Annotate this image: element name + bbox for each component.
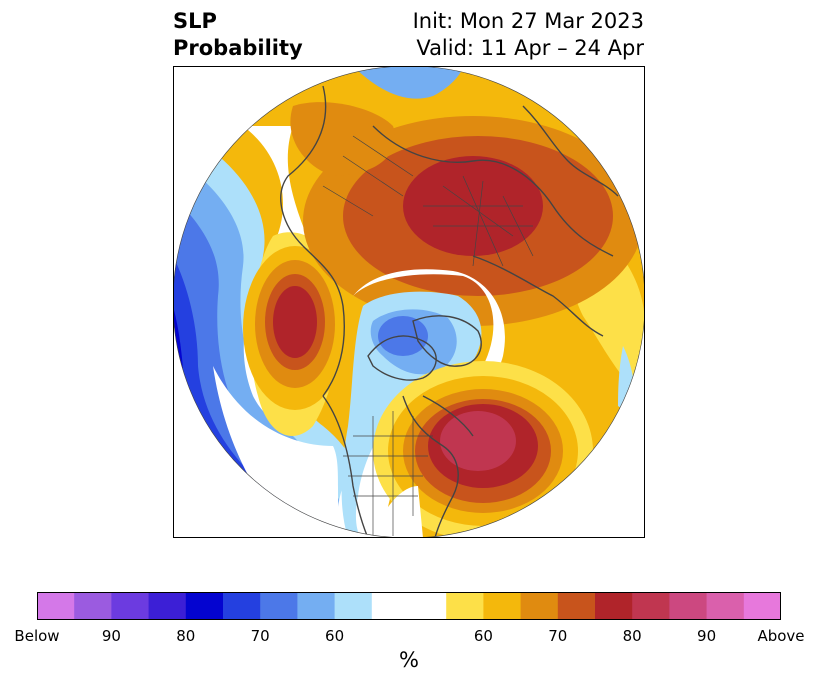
colorbar	[37, 592, 781, 620]
probability-map	[173, 66, 645, 538]
colorbar-swatch	[409, 592, 447, 620]
colorbar-swatch	[37, 592, 75, 620]
colorbar-swatch	[371, 592, 410, 620]
colorbar-swatch	[260, 592, 298, 620]
colorbar-swatch	[669, 592, 708, 620]
colorbar-tick-label: 60	[473, 627, 493, 645]
colorbar-tick-label: 80	[622, 627, 642, 645]
title-block: SLP Probability	[173, 8, 303, 62]
colorbar-tick-label: Above	[757, 627, 805, 645]
colorbar-border	[37, 592, 781, 620]
colorbar-swatch	[520, 592, 559, 620]
colorbar-tick-label: 90	[697, 627, 717, 645]
colorbar-swatch	[185, 592, 224, 620]
date-block: Init: Mon 27 Mar 2023 Valid: 11 Apr – 24…	[413, 8, 644, 62]
colorbar-swatch	[483, 592, 522, 620]
colorbar-swatch	[334, 592, 373, 620]
colorbar-label: %	[399, 648, 419, 672]
coastlines	[280, 85, 619, 538]
colorbar-swatch	[557, 592, 596, 620]
borders	[322, 135, 534, 536]
colorbar-tick-label: 90	[101, 627, 121, 645]
colorbar-swatch	[706, 592, 745, 620]
colorbar-swatch	[632, 592, 670, 620]
colorbar-swatch	[223, 592, 261, 620]
colorbar-tick-label: 80	[176, 627, 196, 645]
colorbar-swatch	[111, 592, 150, 620]
colorbar-swatch	[743, 592, 781, 620]
arctic-above-region	[290, 102, 643, 326]
colorbar-tick-label: 70	[250, 627, 270, 645]
variable-title: SLP	[173, 9, 217, 33]
valid-dates: Valid: 11 Apr – 24 Apr	[416, 36, 644, 60]
colorbar-swatch	[446, 592, 484, 620]
pacific-above-region	[243, 246, 347, 410]
atlantic-above-region	[373, 361, 593, 538]
colorbar-swatch	[148, 592, 187, 620]
subtitle: Probability	[173, 36, 303, 60]
colorbar-swatch	[595, 592, 633, 620]
colorbar-tick-label: 70	[548, 627, 568, 645]
init-date: Init: Mon 27 Mar 2023	[412, 9, 644, 33]
colorbar-swatch	[297, 592, 336, 620]
colorbar-swatch	[74, 592, 112, 620]
colorbar-tick-label: Below	[14, 627, 60, 645]
colorbar-tick-label: 60	[325, 627, 345, 645]
